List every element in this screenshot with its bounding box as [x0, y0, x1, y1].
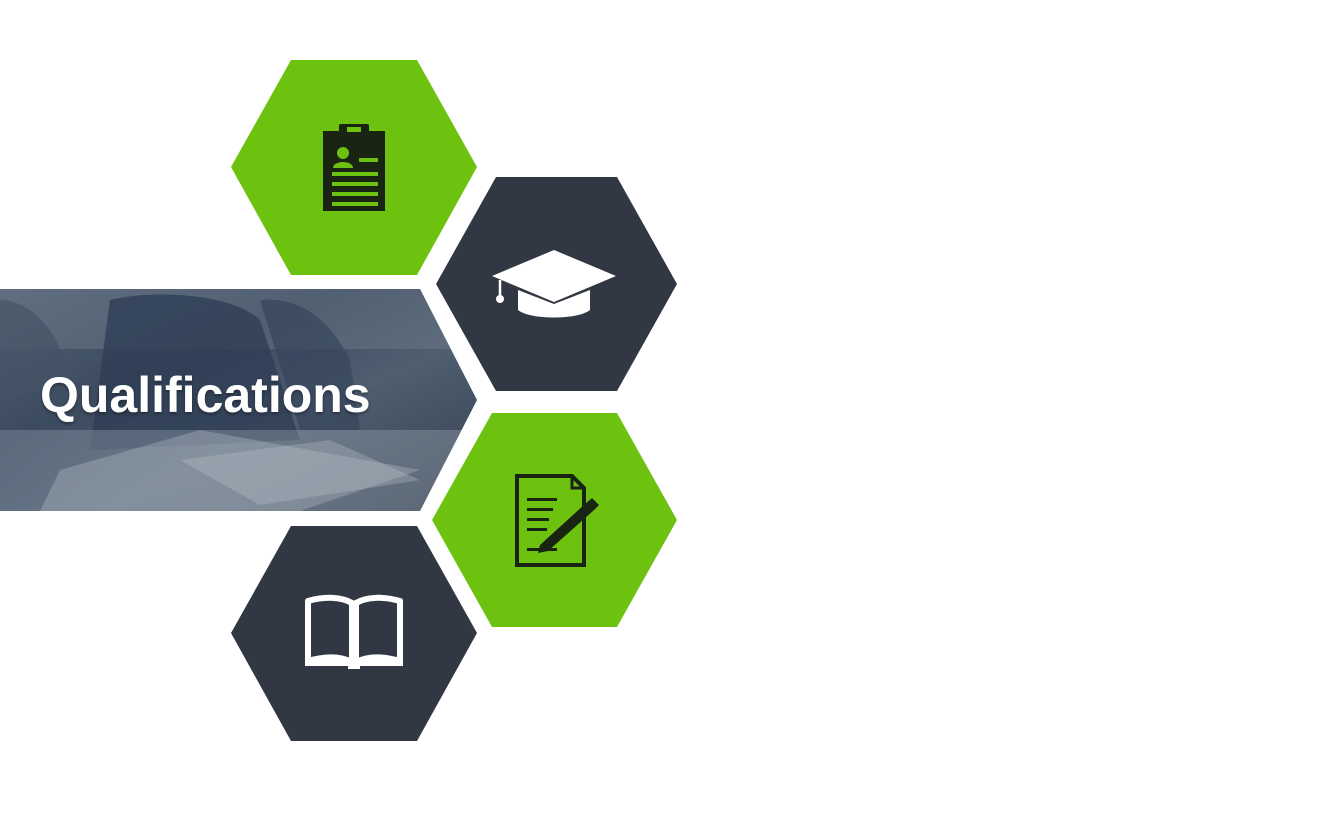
document-pen-icon: [515, 474, 599, 567]
hexagon-resume: [231, 60, 477, 275]
clipboard-resume-icon: [323, 124, 385, 211]
graduation-cap-icon: [492, 250, 616, 318]
hexagon-education: [436, 177, 677, 391]
banner-photo: [0, 289, 477, 511]
open-book-icon: [305, 594, 403, 669]
slide-title: Qualifications: [40, 367, 371, 423]
hexagon-certificate: [432, 413, 677, 627]
hexagon-study: [231, 526, 477, 741]
